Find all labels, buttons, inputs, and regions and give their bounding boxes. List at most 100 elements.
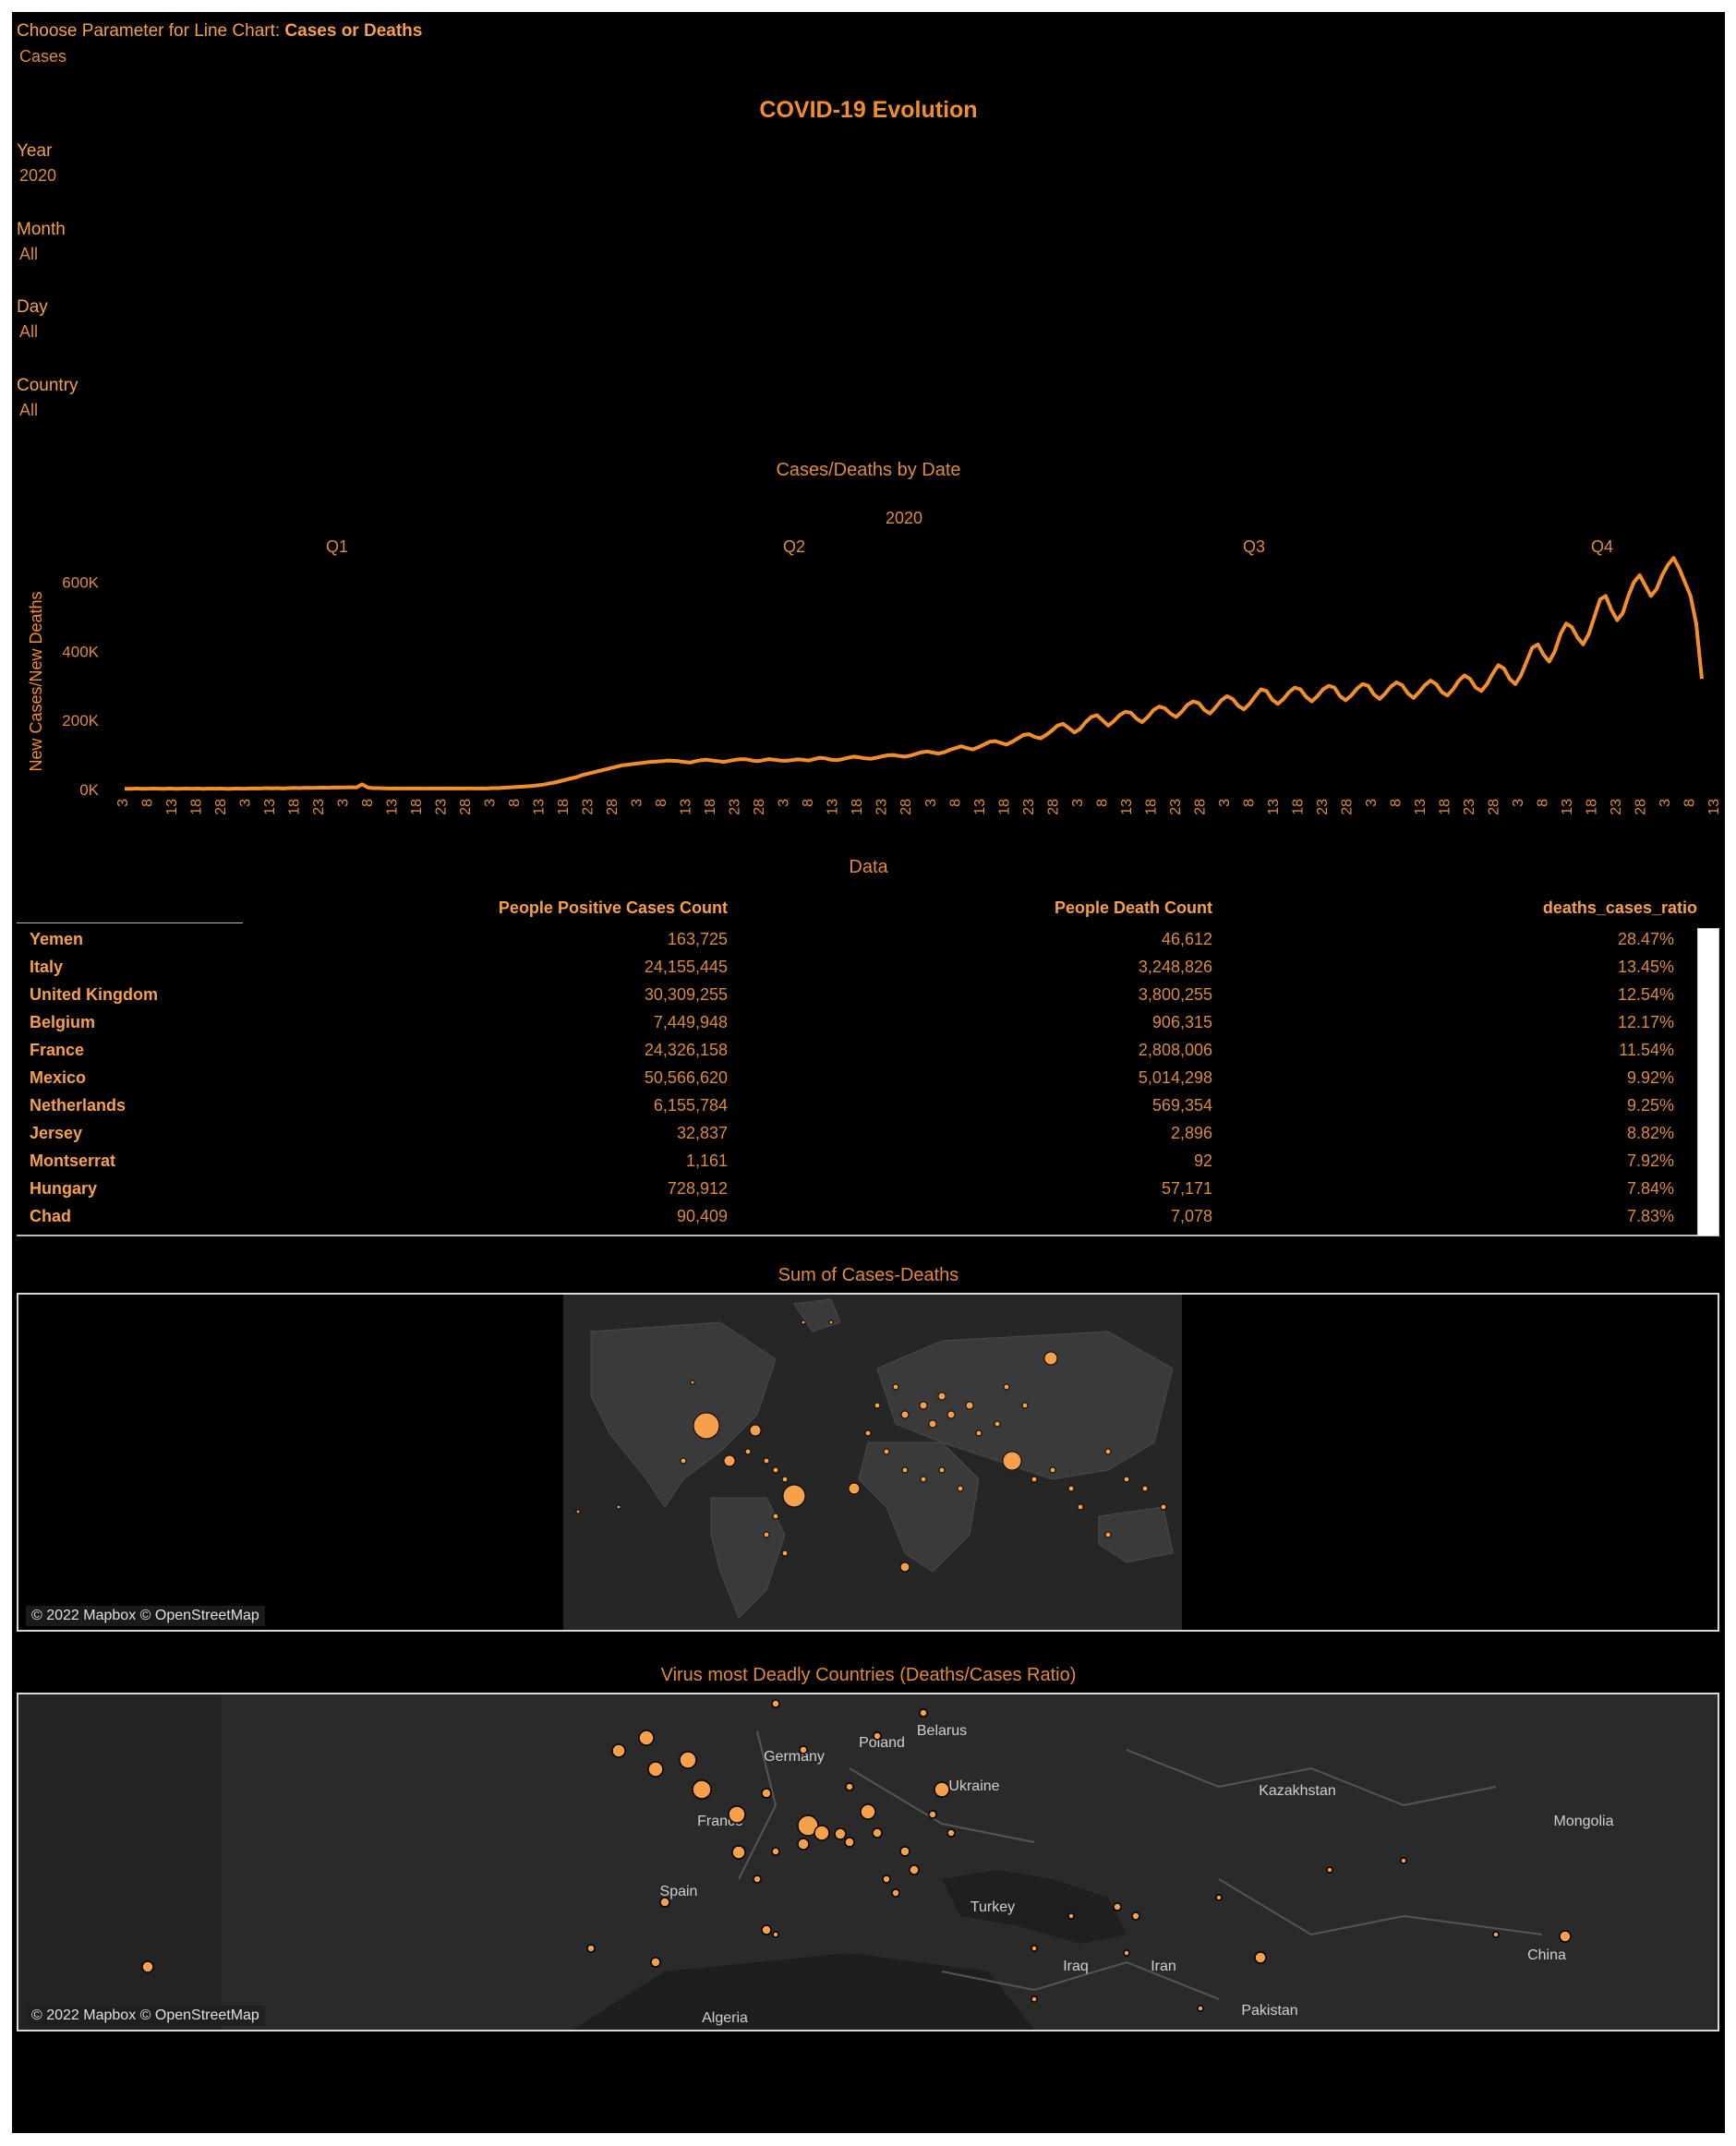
ratio-bubble[interactable] (909, 1864, 920, 1875)
ratio-bubble[interactable] (814, 1825, 830, 1841)
table-row[interactable]: Montserrat 1,161 92 7.92% (17, 1148, 1697, 1175)
cases-bubble[interactable] (899, 1561, 910, 1573)
cases-bubble[interactable] (1067, 1485, 1075, 1492)
table-row[interactable]: Yemen 163,725 46,612 28.47% (17, 926, 1697, 954)
ratio-bubble[interactable] (797, 1838, 810, 1851)
cases-bubble[interactable] (1002, 1451, 1022, 1471)
ratio-bubble[interactable] (844, 1837, 855, 1848)
ratio-bubble[interactable] (638, 1730, 655, 1746)
cases-bubble[interactable] (1049, 1466, 1056, 1474)
ratio-bubble[interactable] (1492, 1931, 1500, 1938)
ratio-bubble[interactable] (834, 1827, 847, 1840)
cases-bubble[interactable] (1003, 1383, 1010, 1391)
cases-bubble[interactable] (928, 1419, 937, 1429)
cases-bubble[interactable] (1043, 1351, 1058, 1366)
cases-bubble[interactable] (772, 1466, 779, 1474)
cases-bubble[interactable] (874, 1402, 881, 1409)
ratio-bubble[interactable] (891, 1888, 900, 1898)
header-deaths[interactable]: People Death Count (1054, 898, 1212, 917)
series-line[interactable] (125, 556, 1704, 791)
day-filter[interactable]: All (19, 322, 39, 341)
ratio-bubble[interactable] (934, 1781, 950, 1798)
cases-bubble[interactable] (575, 1509, 581, 1514)
cases-bubble[interactable] (1104, 1448, 1112, 1455)
header-cases[interactable]: People Positive Cases Count (498, 898, 728, 917)
header-ratio[interactable]: deaths_cases_ratio (1542, 898, 1697, 917)
cases-bubble[interactable] (1160, 1503, 1167, 1511)
parameter-dropdown[interactable]: Cases (19, 47, 67, 66)
cases-bubble[interactable] (864, 1429, 872, 1437)
ratio-bubble[interactable] (659, 1897, 670, 1908)
ratio-bubble[interactable] (771, 1847, 780, 1856)
table-row[interactable]: Mexico 50,566,620 5,014,298 9.92% (17, 1065, 1697, 1092)
table-row[interactable]: Netherlands 6,155,784 569,354 9.25% (17, 1092, 1697, 1120)
cases-bubble[interactable] (749, 1424, 762, 1437)
cases-bubble[interactable] (772, 1513, 779, 1520)
ratio-bubble[interactable] (586, 1944, 596, 1953)
cases-bubble[interactable] (782, 1484, 806, 1508)
cases-bubble[interactable] (1123, 1476, 1130, 1483)
cases-bubble[interactable] (920, 1476, 927, 1483)
cases-bubble[interactable] (801, 1320, 806, 1325)
ratio-bubble[interactable] (650, 1957, 661, 1968)
ratio-bubble[interactable] (611, 1743, 626, 1758)
ratio-bubble[interactable] (797, 1814, 819, 1837)
year-filter[interactable]: 2020 (19, 166, 57, 185)
cases-bubble[interactable] (1021, 1402, 1029, 1409)
ratio-bubble[interactable] (679, 1751, 697, 1769)
cases-bubble[interactable] (900, 1410, 910, 1419)
cases-bubble[interactable] (892, 1383, 899, 1391)
ratio-bubble[interactable] (845, 1782, 854, 1791)
table-row[interactable]: Chad 90,409 7,078 7.83% (17, 1203, 1697, 1231)
cases-bubble[interactable] (723, 1454, 736, 1467)
cases-bubble[interactable] (1104, 1531, 1112, 1538)
ratio-bubble[interactable] (1123, 1949, 1130, 1957)
cases-bubble[interactable] (1141, 1485, 1149, 1492)
cases-bubble[interactable] (937, 1392, 946, 1401)
ratio-bubble[interactable] (1113, 1902, 1122, 1911)
ratio-bubble[interactable] (761, 1788, 772, 1799)
map1-attribution[interactable]: © 2022 Mapbox © OpenStreetMap (26, 1606, 265, 1626)
table-row[interactable]: Italy 24,155,445 3,248,826 13.45% (17, 954, 1697, 982)
ratio-bubble[interactable] (761, 1924, 772, 1935)
table-row[interactable]: Jersey 32,837 2,896 8.82% (17, 1120, 1697, 1148)
cases-bubble[interactable] (744, 1448, 752, 1455)
cases-bubble[interactable] (690, 1380, 695, 1385)
cases-bubble[interactable] (919, 1401, 928, 1410)
ratio-bubble[interactable] (1215, 1894, 1223, 1901)
cases-bubble[interactable] (938, 1466, 946, 1474)
cases-bubble[interactable] (781, 1476, 789, 1483)
cases-bubble[interactable] (994, 1420, 1001, 1428)
ratio-bubble[interactable] (647, 1761, 664, 1778)
cases-bubble[interactable] (957, 1485, 964, 1492)
cases-bubble[interactable] (848, 1482, 861, 1495)
ratio-bubble[interactable] (1400, 1857, 1407, 1864)
ratio-bubble[interactable] (141, 1960, 154, 1973)
cases-bubble[interactable] (1077, 1503, 1084, 1511)
cases-bubble[interactable] (975, 1429, 983, 1437)
cases-bubble[interactable] (828, 1320, 834, 1325)
ratio-bubble[interactable] (771, 1699, 780, 1708)
ratio-bubble[interactable] (728, 1805, 746, 1824)
cases-bubble[interactable] (965, 1401, 974, 1410)
line-chart[interactable]: 2020 Q1 Q2 Q3 Q4 New Cases/New Deaths 0K 200K 40… (12, 492, 1725, 843)
cases-bubble[interactable] (616, 1504, 621, 1510)
cases-bubble[interactable] (763, 1531, 770, 1538)
table-row[interactable]: Belgium 7,449,948 906,315 12.17% (17, 1009, 1697, 1037)
europe-map[interactable]: Germany Poland Belarus Ukraine France Spain Tu… (17, 1693, 1719, 2031)
cases-bubble[interactable] (901, 1466, 909, 1474)
ratio-bubble[interactable] (899, 1846, 910, 1857)
ratio-bubble[interactable] (1031, 1945, 1038, 1952)
ratio-bubble[interactable] (731, 1845, 746, 1860)
table-row[interactable]: Hungary 728,912 57,171 7.84% (17, 1175, 1697, 1203)
ratio-bubble[interactable] (928, 1810, 937, 1819)
cases-bubble[interactable] (693, 1412, 720, 1440)
table-row[interactable]: France 24,326,158 2,808,006 11.54% (17, 1037, 1697, 1065)
ratio-bubble[interactable] (860, 1803, 876, 1820)
cases-bubble[interactable] (781, 1549, 789, 1557)
ratio-bubble[interactable] (1559, 1930, 1572, 1943)
table-scrollbar[interactable] (1697, 928, 1719, 1236)
ratio-bubble[interactable] (753, 1875, 762, 1884)
ratio-bubble[interactable] (1254, 1951, 1267, 1964)
ratio-bubble[interactable] (872, 1827, 883, 1839)
